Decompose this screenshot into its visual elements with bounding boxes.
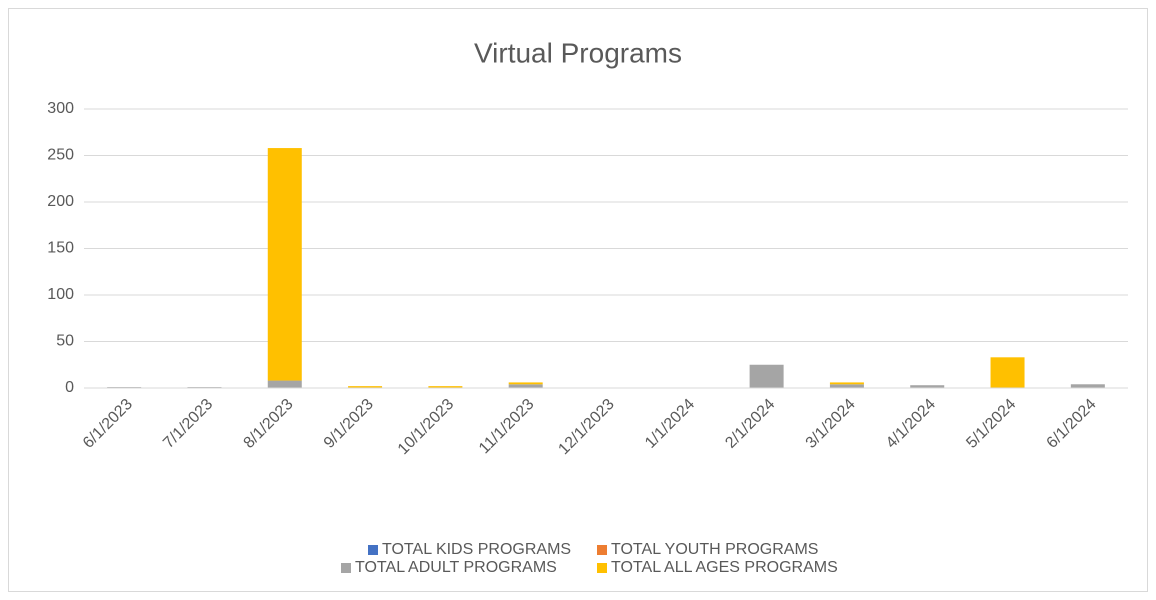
- legend-label: TOTAL KIDS PROGRAMS: [382, 541, 571, 558]
- bar: [749, 364, 784, 388]
- chart-frame: [8, 8, 1148, 592]
- bar: [428, 386, 463, 388]
- bar: [990, 357, 1025, 388]
- bar: [267, 380, 302, 388]
- bar: [910, 385, 945, 388]
- legend-label: TOTAL ALL AGES PROGRAMS: [611, 559, 838, 576]
- y-tick-label: 200: [47, 193, 74, 210]
- chart-title: Virtual Programs: [474, 37, 682, 68]
- y-tick-label: 0: [65, 379, 74, 396]
- bar: [829, 384, 864, 388]
- y-tick-label: 300: [47, 100, 74, 117]
- y-tick-label: 150: [47, 240, 74, 257]
- bar: [1070, 384, 1105, 388]
- legend-label: TOTAL YOUTH PROGRAMS: [611, 541, 818, 558]
- legend-swatch: [597, 545, 607, 555]
- bar: [508, 384, 543, 388]
- legend-swatch: [597, 563, 607, 573]
- bar: [508, 382, 543, 385]
- bar: [348, 386, 383, 388]
- bar: [267, 148, 302, 381]
- bar: [829, 382, 864, 385]
- legend-swatch: [341, 563, 351, 573]
- legend-label: TOTAL ADULT PROGRAMS: [355, 559, 557, 576]
- y-tick-label: 250: [47, 147, 74, 164]
- y-tick-label: 100: [47, 286, 74, 303]
- y-tick-label: 50: [56, 333, 74, 350]
- legend-swatch: [368, 545, 378, 555]
